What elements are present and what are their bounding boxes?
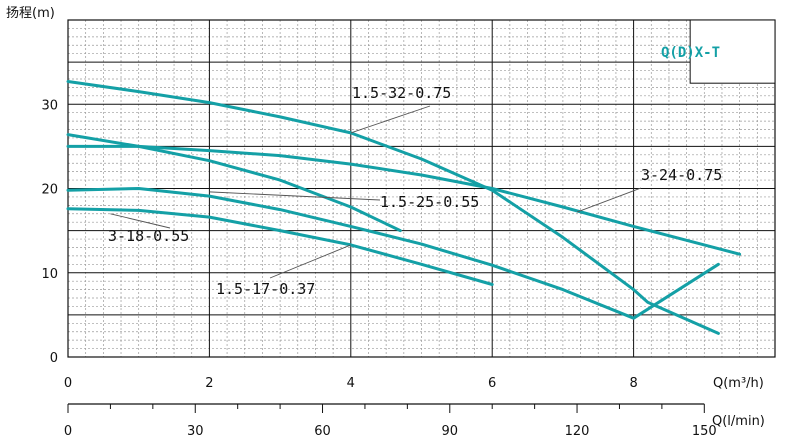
x-tick-label: 0 [64,376,72,391]
curve-1.5-32-0.75 [66,80,720,335]
x2-tick-label: 150 [692,424,717,439]
x2-tick-label: 0 [64,424,72,439]
y-tick-label: 20 [41,183,58,198]
x-tick-label: 4 [347,376,355,391]
chart-curves [66,80,742,335]
legend-title: Q(D)X-T [661,45,720,61]
leader-line [110,213,171,229]
y-tick-label: 0 [50,351,58,366]
y-tick-label: 10 [41,267,58,282]
x2-tick-label: 30 [187,424,204,439]
curve-1.5-17-0.37 [66,207,494,286]
y-tick-label: 30 [41,98,58,113]
x-tick-label: 6 [488,376,496,391]
leader-line [209,191,381,201]
curve-label: 1.5-17-0.37 [216,280,315,298]
curve-3-18-0.55 [66,187,720,320]
x-axis-title: Q(m³/h) [713,376,764,391]
plot-border [67,19,776,358]
x2-tick-label: 60 [314,424,331,439]
x2-axis-title: Q(l/min) [712,414,765,429]
curve-3-24-0.75 [66,144,742,256]
chart-axes: 0 10 20 30 0 2 4 6 8 0 30 60 90 120 150 [41,98,716,439]
leader-line [269,244,351,279]
curve-label: 3-24-0.75 [641,166,722,184]
x2-tick-label: 120 [565,424,590,439]
x-tick-label: 2 [205,376,213,391]
leader-line [576,187,642,213]
chart-grid [67,19,776,358]
legend-box [689,19,776,84]
curve-label: 1.5-32-0.75 [352,84,451,102]
curve-label: 1.5-25-0.55 [380,193,479,211]
chart-annotations: 1.5-32-0.75 3-24-0.75 1.5-25-0.55 3-18-0.55… [108,84,722,298]
leader-line [350,105,431,134]
curve-label: 3-18-0.55 [108,227,189,245]
x-tick-label: 8 [629,376,637,391]
y-axis-title: 扬程(m) [6,6,55,21]
curve-1.5-25-0.55 [66,133,402,233]
x2-tick-label: 90 [442,424,459,439]
